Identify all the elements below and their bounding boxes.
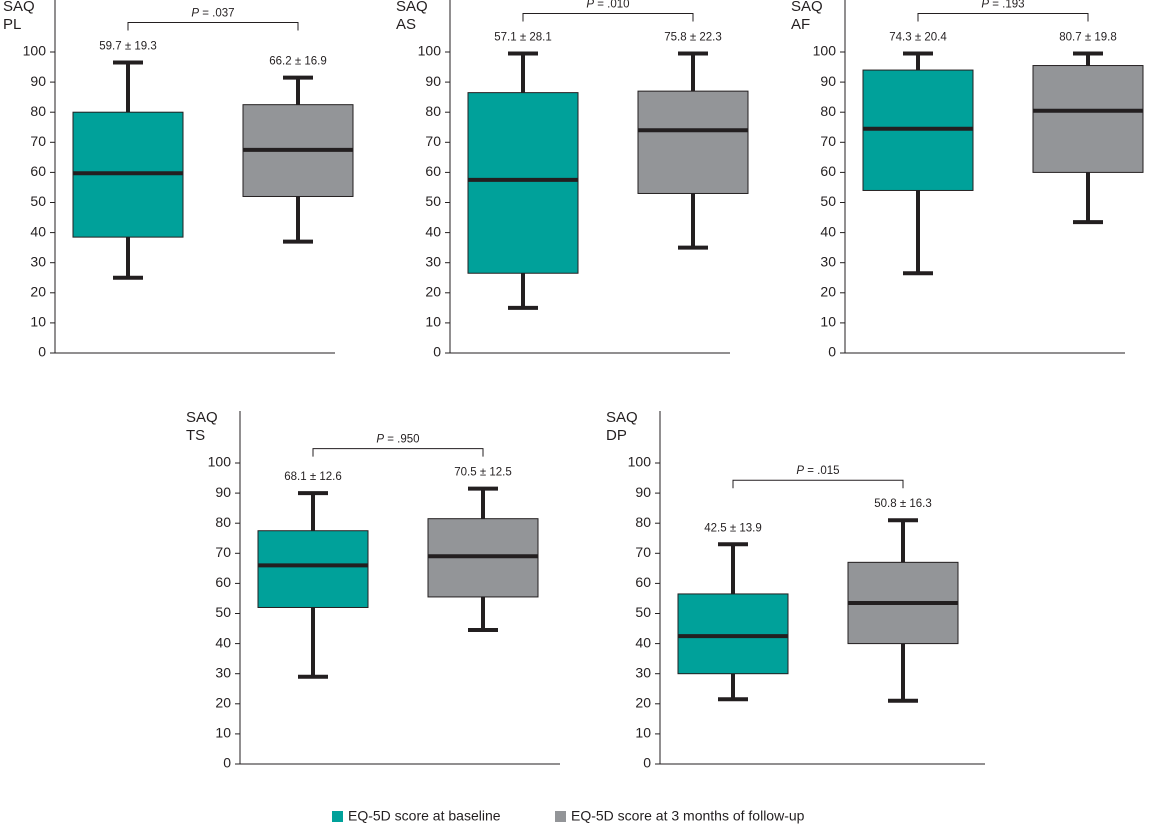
box (1032, 65, 1144, 173)
box (467, 92, 579, 274)
y-tick-label: 40 (635, 634, 651, 650)
value-label: 68.1 ± 12.6 (284, 471, 341, 483)
y-tick-label: 40 (30, 223, 46, 239)
y-tick-label: 0 (643, 755, 651, 771)
y-axis-label: DP (606, 427, 627, 444)
y-tick-label: 10 (820, 314, 836, 330)
legend-label: EQ-5D score at 3 months of follow-up (571, 808, 805, 824)
legend-swatch (555, 811, 566, 822)
y-tick-label: 100 (628, 454, 652, 470)
value-label: 66.2 ± 16.9 (269, 56, 326, 68)
y-tick-label: 20 (30, 284, 46, 300)
y-tick-label: 0 (828, 344, 836, 360)
y-tick-label: 70 (215, 544, 231, 560)
y-tick-label: 10 (425, 314, 441, 330)
y-tick-label: 90 (215, 484, 231, 500)
p-value: P = .037 (191, 8, 234, 20)
y-tick-label: 60 (425, 163, 441, 179)
y-tick-label: 80 (215, 514, 231, 530)
significance-bracket (312, 448, 484, 457)
y-tick-label: 80 (425, 103, 441, 119)
legend-swatch (332, 811, 343, 822)
y-tick-label: 60 (820, 163, 836, 179)
p-value: P = .950 (376, 434, 419, 446)
y-tick-label: 50 (820, 193, 836, 209)
y-tick-label: 50 (635, 604, 651, 620)
y-tick-label: 10 (30, 314, 46, 330)
box (257, 530, 369, 608)
y-tick-label: 50 (30, 193, 46, 209)
y-tick-label: 20 (215, 695, 231, 711)
y-tick-label: 60 (30, 163, 46, 179)
y-axis-label: SAQ (3, 0, 35, 15)
y-tick-label: 50 (215, 604, 231, 620)
value-label: 57.1 ± 28.1 (494, 32, 551, 44)
y-axis-label: SAQ (396, 0, 428, 15)
value-label: 42.5 ± 13.9 (704, 522, 761, 534)
y-tick-label: 30 (820, 253, 836, 269)
significance-bracket (917, 13, 1089, 22)
p-value: P = .193 (981, 0, 1024, 11)
y-tick-label: 80 (820, 103, 836, 119)
significance-bracket (127, 22, 299, 31)
y-tick-label: 100 (418, 43, 442, 59)
y-tick-label: 60 (635, 574, 651, 590)
p-value: P = .010 (586, 0, 629, 11)
y-tick-label: 50 (425, 193, 441, 209)
box (677, 593, 789, 675)
y-tick-label: 80 (30, 103, 46, 119)
y-tick-label: 70 (425, 133, 441, 149)
y-tick-label: 20 (425, 284, 441, 300)
y-tick-label: 0 (433, 344, 441, 360)
y-tick-label: 30 (30, 253, 46, 269)
y-tick-label: 60 (215, 574, 231, 590)
significance-bracket (732, 479, 904, 489)
significance-bracket (522, 13, 694, 22)
value-label: 80.7 ± 19.8 (1059, 32, 1116, 44)
y-tick-label: 30 (425, 253, 441, 269)
y-tick-label: 70 (30, 133, 46, 149)
y-tick-label: 20 (635, 695, 651, 711)
y-tick-label: 100 (23, 43, 47, 59)
y-tick-label: 70 (635, 544, 651, 560)
y-tick-label: 90 (30, 73, 46, 89)
y-tick-label: 70 (820, 133, 836, 149)
y-tick-label: 0 (38, 344, 46, 360)
y-axis-label: PL (3, 16, 21, 33)
y-tick-label: 90 (820, 73, 836, 89)
y-tick-label: 30 (635, 664, 651, 680)
y-tick-label: 90 (425, 73, 441, 89)
y-tick-label: 90 (635, 484, 651, 500)
y-tick-label: 30 (215, 664, 231, 680)
value-label: 59.7 ± 19.3 (99, 41, 156, 53)
legend-label: EQ-5D score at baseline (348, 808, 501, 824)
y-axis-label: SAQ (791, 0, 823, 15)
y-axis-label: AF (791, 16, 810, 33)
y-tick-label: 10 (635, 725, 651, 741)
y-tick-label: 0 (223, 755, 231, 771)
y-tick-label: 80 (635, 514, 651, 530)
y-tick-label: 10 (215, 725, 231, 741)
p-value: P = .015 (796, 465, 839, 477)
value-label: 50.8 ± 16.3 (874, 498, 931, 510)
y-axis-label: SAQ (606, 409, 638, 426)
y-tick-label: 40 (425, 223, 441, 239)
y-tick-label: 40 (820, 223, 836, 239)
y-tick-label: 20 (820, 284, 836, 300)
y-tick-label: 40 (215, 634, 231, 650)
box (637, 90, 749, 194)
y-tick-label: 100 (208, 454, 232, 470)
y-axis-label: TS (186, 427, 205, 444)
value-label: 75.8 ± 22.3 (664, 32, 721, 44)
value-label: 74.3 ± 20.4 (889, 32, 947, 44)
y-axis-label: AS (396, 16, 416, 33)
value-label: 70.5 ± 12.5 (454, 467, 511, 479)
y-axis-label: SAQ (186, 409, 218, 426)
y-tick-label: 100 (813, 43, 837, 59)
